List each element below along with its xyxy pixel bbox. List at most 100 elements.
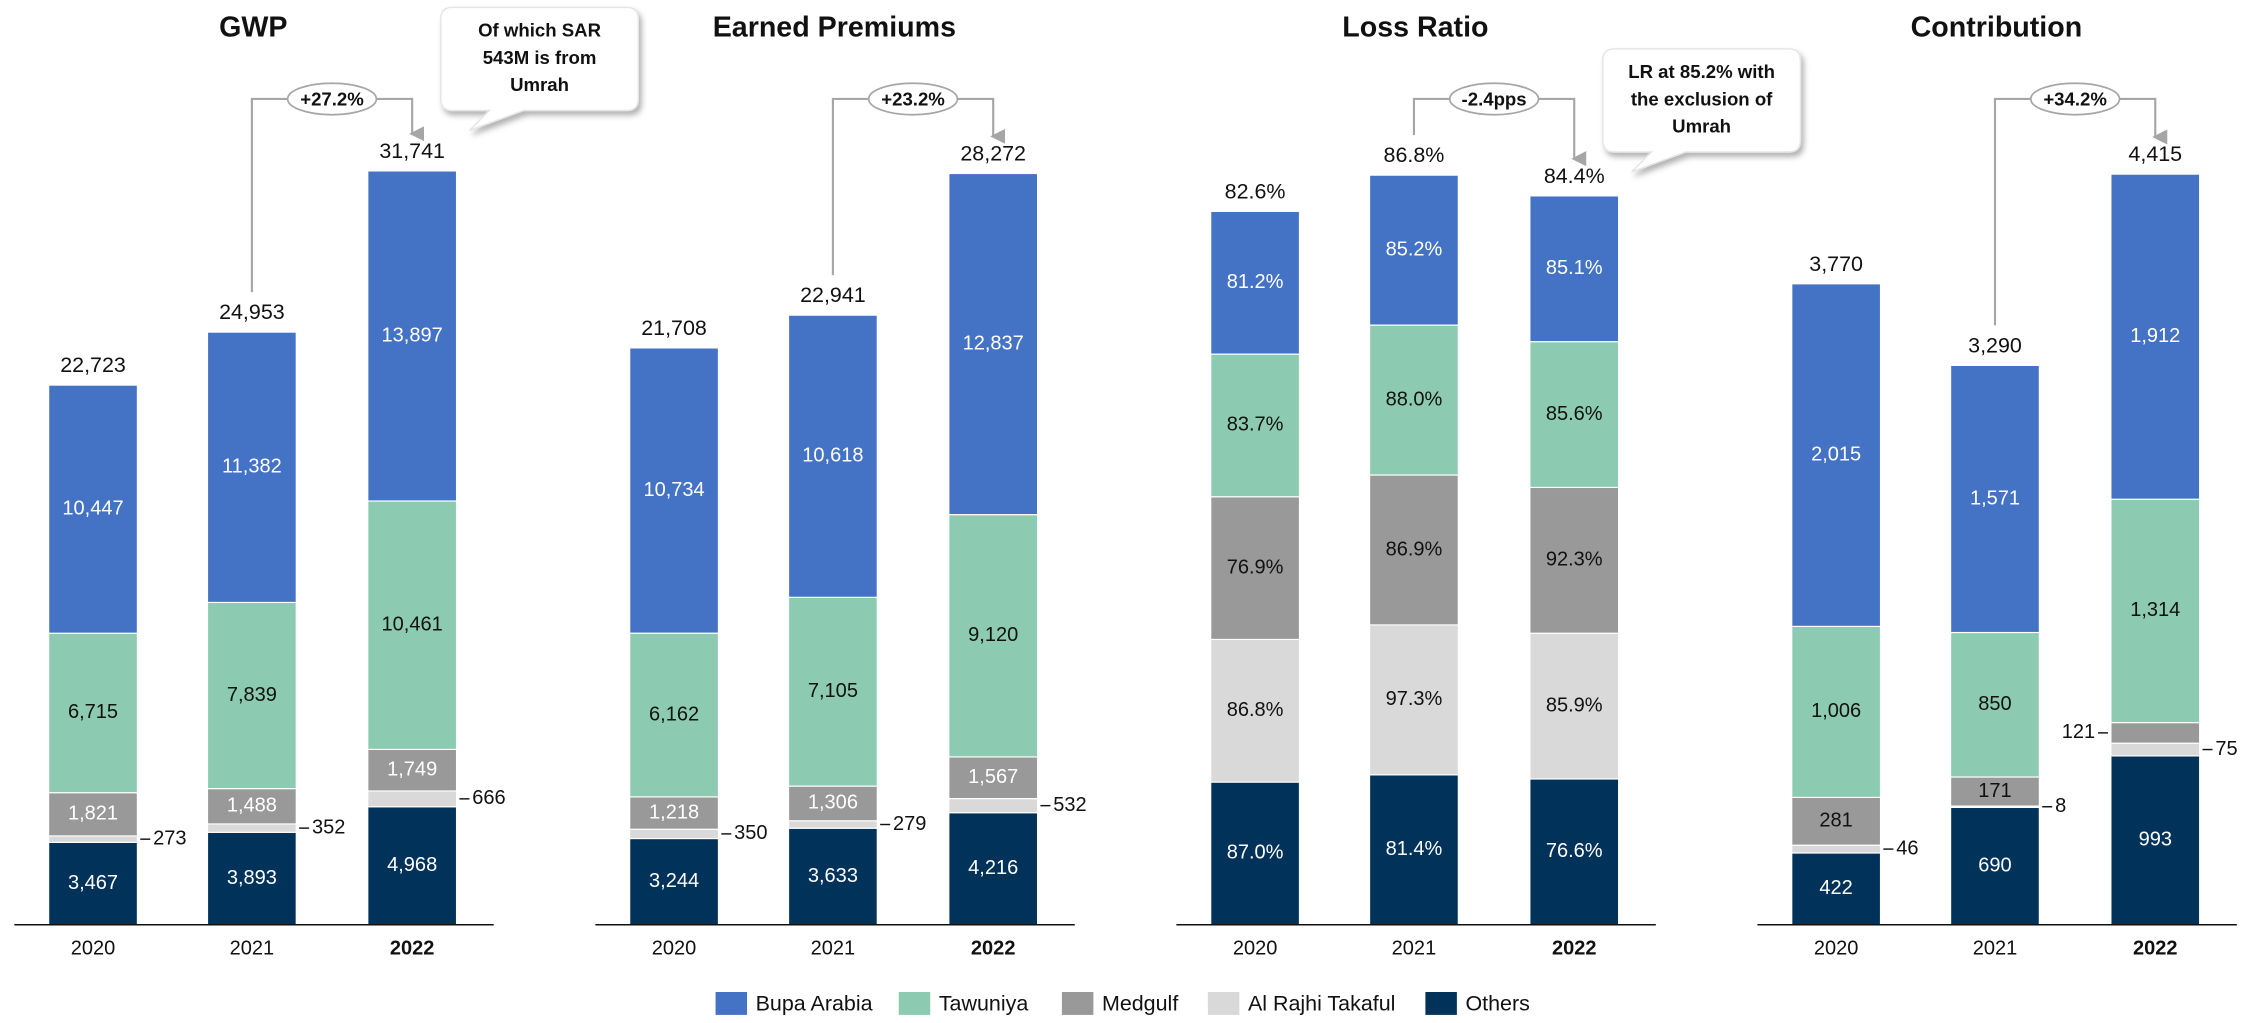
data-label: 690 [1978,854,2011,876]
chart-title: GWP [219,11,287,43]
bar-segment [1529,195,1620,343]
x-tick-label: 2022 [971,937,1016,959]
bar-segment [1369,474,1459,626]
data-label: 1,567 [968,766,1018,788]
data-label: 75 [2215,738,2237,760]
bar-segment [2110,742,2201,757]
bar-segment [1950,806,2040,926]
legend-swatch [715,992,748,1015]
growth-badge [867,82,959,116]
bar-segment [1210,353,1301,498]
data-label: 1,749 [387,758,437,780]
bar-segment [1210,496,1301,640]
data-label: 3,893 [227,867,277,889]
growth-badge [286,82,378,116]
callout-text: 543M is from [483,47,597,68]
legend-label: Al Rajhi Takaful [1248,992,1395,1016]
bar-segment [206,788,297,825]
x-tick-label: 2021 [1392,937,1437,959]
callout-box [1602,48,1802,173]
bar-segment [206,331,297,604]
growth-badge [2029,82,2121,116]
bar-segment [787,827,878,926]
bar-segment [629,796,719,830]
bar-segment [1210,638,1301,783]
total-label: 22,723 [60,353,126,377]
data-label: 76.9% [1227,556,1284,578]
total-label: 86.8% [1384,143,1445,167]
callout-box [440,6,639,132]
bar-segment [206,831,297,926]
data-label: 422 [1819,877,1852,899]
total-label: 21,708 [641,316,707,340]
bar-segment [787,820,878,829]
bar-segment [48,384,138,634]
bar-segment [629,837,719,926]
data-label: 281 [1819,810,1852,832]
total-label: 4,415 [2128,142,2182,166]
legend-label: Others [1465,992,1529,1016]
total-label: 22,941 [800,283,866,307]
legend-label: Bupa Arabia [756,992,873,1016]
bar-segment [1529,341,1620,489]
data-label: 7,105 [808,680,858,702]
growth-label: +27.2% [300,88,364,109]
callout-text: Of which SAR [478,20,602,41]
bar-segment [206,601,297,790]
bar-segment [1210,210,1301,355]
data-label: 2,015 [1811,443,1861,465]
total-label: 31,741 [379,139,445,163]
data-label: 12,837 [963,332,1024,354]
x-tick-label: 2021 [811,937,856,959]
bar-segment [2110,173,2201,500]
total-label: 28,272 [960,142,1026,166]
bar-segment [1950,631,2040,778]
data-label: 11,382 [222,456,282,478]
data-label: 4,968 [387,854,437,876]
x-tick-label: 2022 [390,937,435,959]
data-label: 8 [2055,795,2066,817]
bar-segment [1791,283,1882,627]
chart-title: Earned Premiums [713,11,956,43]
data-label: 1,821 [68,803,118,825]
bar-segment [367,790,458,808]
total-label: 24,953 [219,300,285,324]
data-label: 86.9% [1386,538,1443,560]
data-label: 3,244 [649,870,699,892]
x-tick-label: 2021 [1973,937,2018,959]
data-label: 10,618 [802,445,863,467]
bar-segment [367,170,458,502]
data-label: 97.3% [1386,688,1443,710]
bar-segment [629,828,719,840]
data-label: 273 [153,827,186,849]
bar-segment [367,500,458,750]
growth-label: +23.2% [881,88,945,109]
data-label: 83.7% [1227,414,1284,436]
bar-segment [1791,625,1882,798]
bar-segment [1950,364,2040,634]
data-label: 1,912 [2130,325,2180,347]
callout-text: the exclusion of [1631,88,1773,109]
data-label: 85.6% [1546,403,1603,425]
callout-text: LR at 85.2% with [1628,61,1775,82]
growth-badge [1448,82,1540,116]
data-label: 121 [2062,721,2095,743]
data-label: 85.9% [1546,694,1603,716]
data-label: 1,488 [227,795,277,817]
data-label: 10,734 [643,479,704,501]
legend-swatch [1425,992,1457,1015]
legend-swatch [1061,992,1094,1015]
x-tick-label: 2020 [1814,937,1859,959]
x-tick-label: 2021 [230,937,275,959]
bar-segment [1369,324,1459,476]
bar-segment [367,806,458,926]
data-label: 6,162 [649,703,699,725]
data-label: 1,306 [808,792,858,814]
bar-segment [48,835,138,843]
callout-text: Umrah [510,74,569,95]
bar-segment [948,514,1039,758]
data-label: 1,006 [1811,700,1861,722]
bar-segment [1210,781,1301,926]
data-label: 86.8% [1227,699,1284,721]
